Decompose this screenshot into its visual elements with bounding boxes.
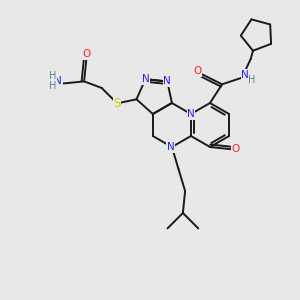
Text: O: O	[193, 66, 201, 76]
Text: N: N	[164, 76, 171, 86]
Text: H: H	[50, 70, 57, 81]
Text: S: S	[113, 97, 121, 110]
Text: N: N	[167, 142, 175, 152]
Text: O: O	[82, 50, 91, 59]
Text: N: N	[241, 70, 249, 80]
Text: N: N	[187, 109, 195, 119]
Text: H: H	[248, 75, 256, 85]
Text: N: N	[142, 74, 149, 84]
Text: H: H	[50, 81, 57, 91]
Text: N: N	[54, 76, 62, 85]
Text: O: O	[232, 144, 240, 154]
